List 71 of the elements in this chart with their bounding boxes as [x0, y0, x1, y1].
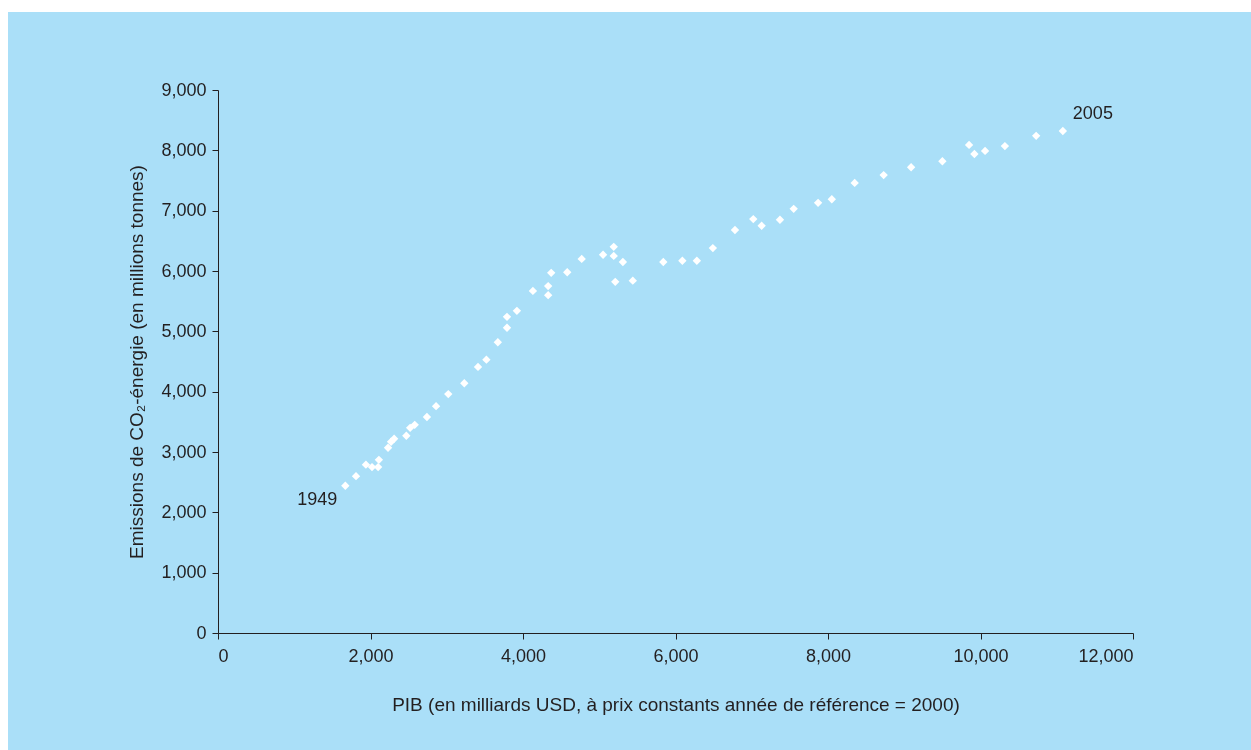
point [502, 323, 512, 332]
point [563, 268, 572, 277]
point [528, 286, 538, 296]
point [577, 254, 586, 264]
x-tick-label: 8,000 [805, 645, 852, 666]
point [775, 215, 785, 224]
point [618, 257, 628, 267]
point [749, 214, 758, 224]
point [678, 256, 687, 265]
point [827, 195, 836, 204]
point [692, 256, 702, 265]
y-tick-label: 0 [196, 622, 207, 643]
y-tick-label: 5,000 [161, 320, 207, 341]
y-tick-label: 1,000 [161, 562, 207, 583]
y-tick-label: 8,000 [161, 139, 207, 160]
point [659, 257, 668, 267]
point [543, 281, 553, 291]
point [757, 221, 766, 230]
point [708, 243, 718, 253]
y-tick-label: 6,000 [161, 260, 207, 281]
point [493, 338, 503, 347]
x-axis-title: PIB (en milliards USD, à prix constants année de référence = 2000) [392, 693, 960, 715]
x-tick-label: 12,000 [1078, 645, 1134, 666]
point [361, 460, 371, 469]
point [1000, 141, 1010, 151]
point [611, 277, 620, 287]
point [473, 362, 483, 372]
point [383, 443, 393, 452]
point [502, 312, 512, 322]
x-tick-label: 0 [218, 645, 229, 666]
point [609, 251, 618, 261]
point [512, 306, 522, 315]
y-tick-label: 4,000 [161, 381, 207, 402]
point [341, 481, 350, 490]
point [422, 412, 432, 422]
annotation: 2005 [1072, 103, 1113, 124]
y-tick-label: 2,000 [161, 501, 207, 522]
point [813, 198, 823, 208]
point [609, 242, 618, 252]
point [598, 250, 608, 259]
point [460, 379, 469, 388]
point [730, 225, 740, 235]
x-tick-label: 6,000 [653, 645, 699, 666]
point [1031, 131, 1041, 141]
point [410, 420, 419, 430]
point [543, 290, 553, 300]
y-tick-label: 9,000 [161, 79, 207, 100]
point [482, 355, 491, 364]
x-tick-label: 4,000 [500, 645, 547, 666]
point [850, 178, 859, 188]
y-tick-label: 7,000 [161, 200, 207, 221]
point [906, 163, 916, 172]
annotation: 1949 [297, 488, 338, 509]
point [970, 149, 979, 159]
point [628, 276, 637, 285]
y-axis-title: Emissions de CO₂-énergie (en millions tonnes) [126, 165, 148, 559]
x-tick-label: 2,000 [348, 645, 394, 666]
point [879, 170, 888, 180]
point [431, 401, 441, 411]
point [374, 455, 384, 465]
point [444, 389, 453, 399]
point [938, 157, 947, 166]
point [980, 146, 990, 156]
point [789, 204, 798, 214]
point [547, 268, 556, 277]
point [1058, 126, 1068, 136]
x-tick-label: 10,000 [953, 645, 1009, 666]
point [402, 431, 411, 440]
point [351, 471, 361, 481]
y-tick-label: 3,000 [161, 441, 207, 462]
point [964, 140, 974, 150]
